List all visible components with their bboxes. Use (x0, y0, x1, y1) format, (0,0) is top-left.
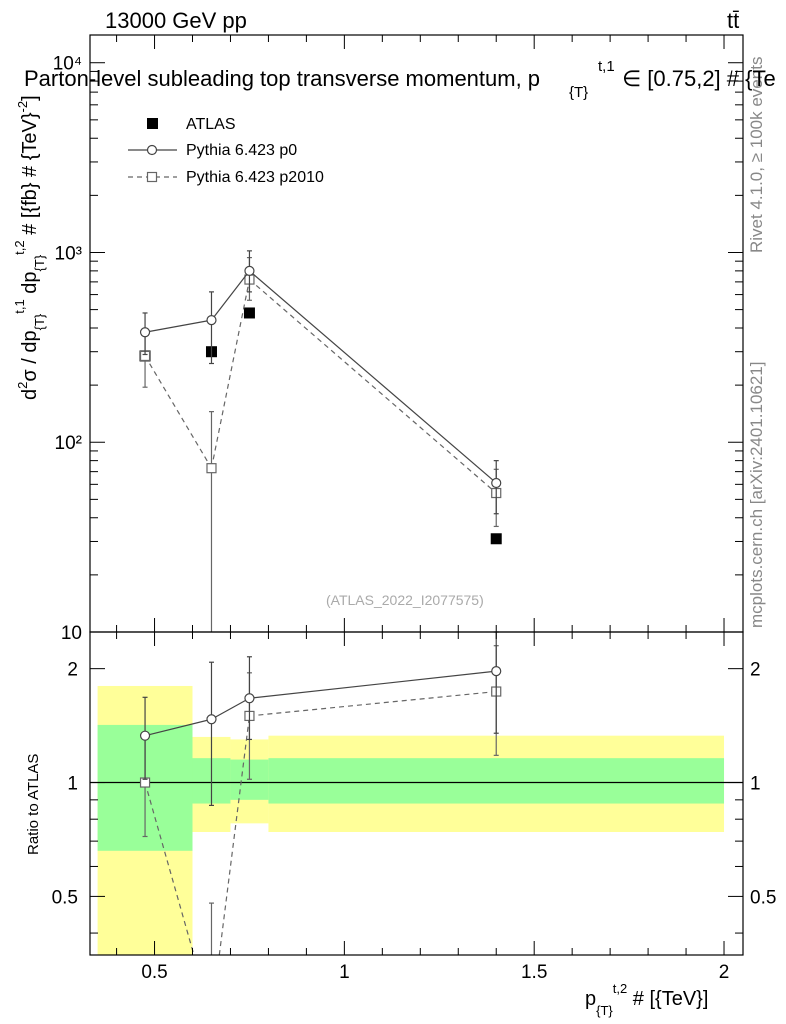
series-line-ratio-p2010 (249, 690, 497, 717)
y-tick-label-ratio: 1 (67, 774, 78, 795)
data-point-p0 (244, 265, 255, 276)
series-line-p2010 (210, 279, 251, 469)
data-point-ratio-p0 (206, 714, 217, 725)
series-line-ratio-p2010 (218, 715, 251, 956)
y-axis-label-ratio: Ratio to ATLAS (25, 754, 42, 855)
legend-label-p2010: Pythia 6.423 p2010 (186, 169, 324, 186)
svg-text:p{T}t,2 # [{TeV}]: p{T}t,2 # [{TeV}] (585, 981, 708, 1018)
main-panel (139, 250, 502, 632)
x-axis-label: p{T}t,2 # [{TeV}] (585, 981, 708, 1018)
data-point-p0 (139, 327, 151, 338)
series-line-p0 (249, 270, 497, 484)
title-tail: ∈ [0.75,2] # {Te (622, 66, 776, 91)
y-tick-label-ratio-right: 1 (750, 774, 761, 795)
y-tick-label-ratio-right: 0.5 (750, 887, 776, 908)
data-point-p0 (491, 477, 502, 489)
y-tick-label-main: 10² (55, 433, 82, 454)
data-point-p0 (206, 315, 217, 326)
series-line-p0 (211, 270, 250, 321)
data-point-atlas (490, 533, 502, 545)
series-line-p2010 (249, 279, 497, 494)
data-point-p2010 (206, 463, 217, 474)
data-point-ratio-p0 (139, 730, 151, 741)
y-tick-label-ratio: 0.5 (52, 887, 78, 908)
x-tick-label: 2 (719, 962, 730, 983)
data-point-atlas (243, 307, 255, 319)
y-tick-label-ratio: 2 (67, 660, 78, 681)
legend-label-p0: Pythia 6.423 p0 (186, 142, 297, 159)
y-tick-label-main: 10³ (55, 243, 82, 264)
y-tick-label-main: 10⁴ (53, 54, 82, 75)
ttbar-symbol: tt̄ (727, 8, 739, 33)
series-line-ratio-p0 (144, 718, 212, 737)
process-label: 13000 GeV pp (105, 8, 247, 33)
legend-label-atlas: ATLAS (186, 116, 236, 133)
legend-marker-atlas (147, 118, 158, 129)
ratio-frame (89, 631, 744, 956)
legend: ATLAS Pythia 6.423 p0 Pythia 6.423 p2010 (128, 116, 324, 186)
svg-text:d2σ / dp{T}t,1 dp{T}t,2 # [{fb: d2σ / dp{T}t,1 dp{T}t,2 # [{fb} # {TeV}-… (12, 95, 47, 400)
series-line-p2010 (144, 355, 213, 469)
series-line-ratio-p0 (249, 670, 497, 699)
x-tick-label: 0.5 (141, 962, 167, 983)
y-axis-label-main: d2σ / dp{T}t,1 dp{T}t,2 # [{fb} # {TeV}-… (12, 95, 47, 400)
y-tick-label-main: 10 (61, 623, 82, 644)
series-line-ratio-p0 (211, 697, 250, 720)
title-sub: {T} (569, 84, 588, 101)
series-line-ratio-p2010 (144, 782, 195, 956)
series-line-p0 (144, 319, 212, 333)
rivet-version-label: Rivet 4.1.0, ≥ 100k events (747, 57, 766, 253)
legend-marker-p0 (146, 144, 158, 156)
ratio-band-inner (268, 758, 725, 804)
x-tick-label: 1.5 (521, 962, 547, 983)
title-sup: t,1 (598, 58, 615, 75)
data-point-ratio-p0 (244, 693, 255, 704)
legend-marker-p2010 (146, 171, 158, 183)
analysis-watermark: (ATLAS_2022_I2077575) (326, 592, 484, 608)
y-tick-label-ratio-right: 2 (750, 660, 761, 681)
ratio-panel (90, 631, 743, 956)
data-point-ratio-p0 (491, 666, 502, 677)
x-tick-label: 1 (339, 962, 350, 983)
plot-title: Parton-level subleading top transverse m… (24, 58, 776, 101)
mcplots-label: mcplots.cern.ch [arXiv:2401.10621] (747, 362, 766, 628)
title-main: Parton-level subleading top transverse m… (24, 66, 540, 91)
